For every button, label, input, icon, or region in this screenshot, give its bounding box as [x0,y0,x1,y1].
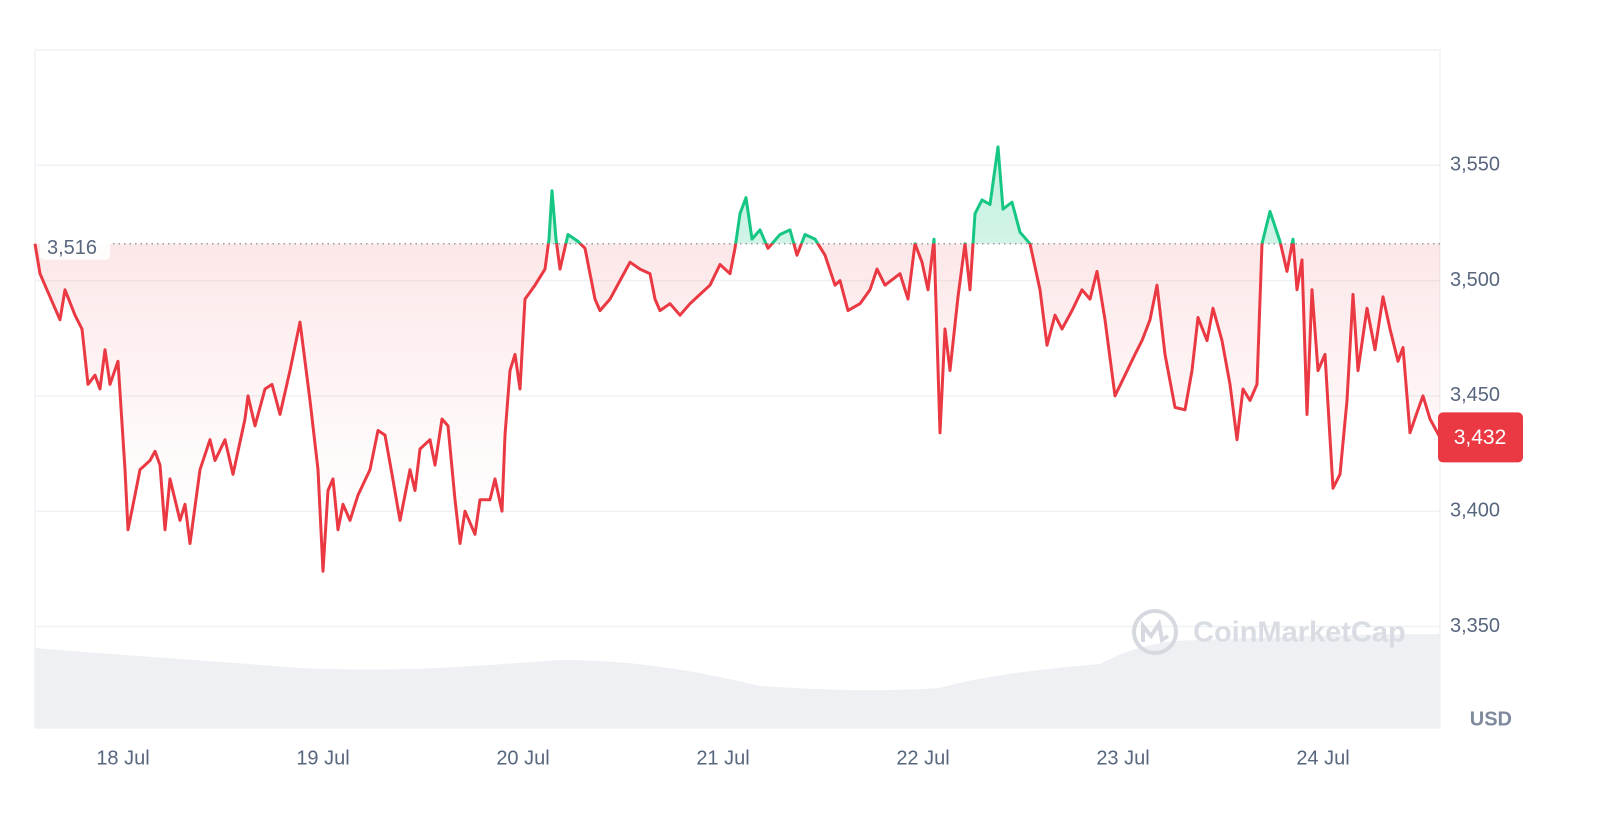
y-tick-label: 3,400 [1450,500,1500,522]
watermark: CoinMarketCap [1193,617,1406,649]
y-tick-label: 3,350 [1450,615,1500,637]
x-tick-label: 20 Jul [496,747,549,769]
x-tick-label: 18 Jul [96,747,149,769]
baseline-label: 3,516 [47,237,97,259]
volume-area [35,634,1440,728]
area-fill [35,146,1440,572]
x-tick-label: 21 Jul [696,747,749,769]
currency-label: USD [1470,708,1512,730]
baseline-label-bg [40,227,110,260]
x-tick-label: 24 Jul [1296,747,1349,769]
x-tick-label: 23 Jul [1096,747,1149,769]
x-tick-label: 22 Jul [896,747,949,769]
y-tick-label: 3,500 [1450,269,1500,291]
price-line [33,145,1442,573]
y-tick-label: 3,550 [1450,154,1500,176]
x-tick-label: 19 Jul [296,747,349,769]
watermark-logo [1132,609,1178,655]
y-tick-label: 3,450 [1450,384,1500,406]
current-price-badge [1438,412,1523,463]
current-price-label: 3,432 [1454,426,1507,449]
